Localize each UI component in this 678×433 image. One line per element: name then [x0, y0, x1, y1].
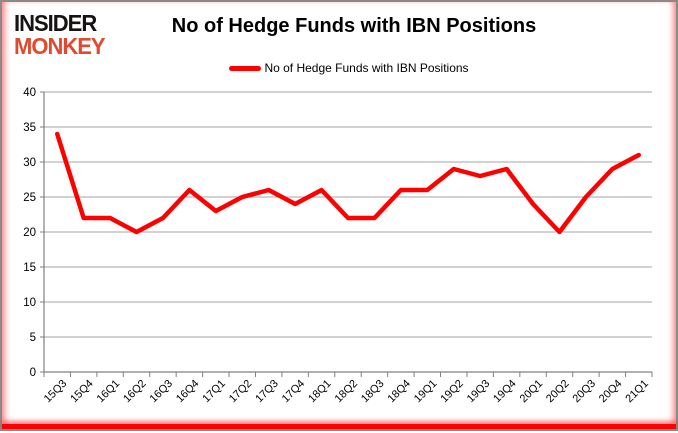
x-tick-label: 20Q2 [544, 378, 572, 406]
x-tick-label: 19Q4 [491, 378, 519, 406]
y-tick-label: 20 [23, 227, 36, 239]
y-tick-label: 5 [30, 332, 36, 344]
y-tick-label: 30 [23, 157, 36, 169]
data-line-series [54, 131, 642, 235]
logo-text-insider: INSIDER [14, 9, 97, 37]
x-tick-label: 19Q1 [412, 378, 440, 406]
legend: No of Hedge Funds with IBN Positions [2, 61, 676, 75]
x-tick-label: 17Q1 [200, 378, 228, 406]
y-tick-label: 35 [23, 122, 36, 134]
x-tick-label: 15Q3 [42, 378, 70, 406]
chart-title: No of Hedge Funds with IBN Positions [171, 15, 537, 37]
x-tick-label: 18Q2 [333, 378, 361, 406]
x-tick-label: 15Q4 [68, 378, 96, 406]
insider-monkey-logo: INSIDER MONKEY [14, 9, 106, 60]
x-tick-label: 17Q4 [280, 378, 308, 406]
bottom-red-border [2, 424, 676, 429]
x-tick-label: 19Q3 [465, 378, 493, 406]
logo-text-monkey: MONKEY [14, 32, 106, 60]
y-tick-label: 0 [30, 367, 36, 379]
x-tick-label: 16Q2 [121, 378, 149, 406]
x-tick-label: 18Q3 [359, 378, 387, 406]
y-tick-label: 40 [23, 87, 36, 99]
x-tick-label: 16Q1 [95, 378, 123, 406]
x-tick-label: 20Q4 [597, 378, 625, 406]
x-tick-label: 18Q4 [385, 378, 413, 406]
y-tick-label: 10 [23, 297, 36, 309]
x-tick-label: 16Q4 [174, 378, 202, 406]
x-tick-label: 19Q2 [438, 378, 466, 406]
legend-label: No of Hedge Funds with IBN Positions [264, 61, 469, 75]
legend-line-swatch [229, 65, 262, 71]
x-tick-label: 21Q1 [623, 378, 651, 406]
x-tick-label: 17Q3 [253, 378, 281, 406]
x-tick-label: 16Q3 [148, 378, 176, 406]
y-tick-label: 25 [23, 192, 36, 204]
x-tick-label: 20Q3 [571, 378, 599, 406]
y-tick-label: 15 [23, 262, 36, 274]
x-tick-label: 18Q1 [306, 378, 334, 406]
x-tick-label: 20Q1 [518, 378, 546, 406]
x-tick-label: 17Q2 [227, 378, 255, 406]
